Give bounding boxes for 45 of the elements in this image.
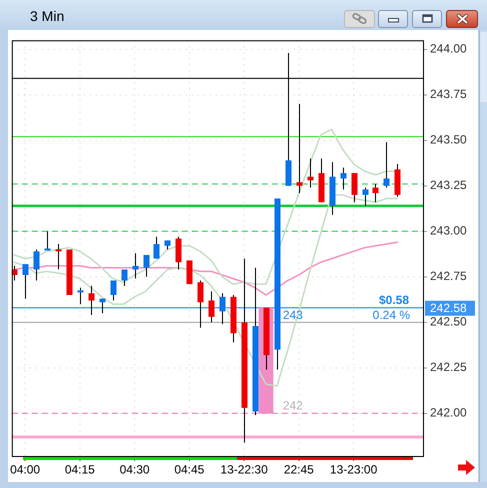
candlestick (362, 187, 368, 206)
candlestick (22, 264, 28, 300)
candlestick (176, 236, 182, 270)
y-tick-label: 242.75 (430, 269, 468, 284)
candlestick (340, 167, 346, 190)
candlestick (220, 292, 226, 325)
candlestick (56, 244, 62, 270)
candlestick (44, 230, 50, 251)
y-tick-label: 242.50 (430, 314, 468, 329)
annotation: 243 (282, 308, 304, 322)
candlestick (34, 249, 40, 281)
candlestick (208, 290, 214, 323)
y-tick-label: 243.50 (430, 132, 468, 147)
y-tick-label: 242.25 (430, 360, 468, 374)
candlestick (372, 183, 378, 203)
candlestick (154, 236, 160, 260)
x-tick-label: 13-22:30 (220, 462, 268, 477)
y-tick-label: 243.25 (430, 178, 468, 192)
candlestick (78, 287, 84, 305)
y-tick-label: 244.00 (430, 42, 468, 56)
candlestick (384, 142, 390, 188)
y-tick-label: 243.00 (430, 224, 468, 238)
ref-line-label: 242.58 (430, 301, 468, 316)
x-tick-label: 04:30 (120, 462, 150, 477)
annotation: $0.58 (378, 293, 410, 308)
x-tick-label: 04:15 (64, 462, 96, 477)
y-tick-label: 242.00 (430, 406, 468, 420)
x-tick-label: 22:45 (284, 462, 314, 477)
candlestick (198, 280, 204, 328)
x-tick-label: 13-23:00 (330, 462, 378, 477)
candlestick (122, 269, 128, 286)
candlestick (308, 158, 314, 188)
candlestick (100, 298, 106, 314)
annotation: 0.24 % (372, 308, 410, 322)
x-tick-label: 04:45 (174, 462, 205, 477)
y-tick-label: 243.75 (430, 87, 468, 102)
x-tick-label: 04:00 (10, 462, 40, 477)
candlestick (144, 254, 150, 278)
annotation: 242 (282, 398, 304, 413)
candlestick (296, 103, 302, 194)
candlestick (352, 172, 358, 203)
candlestick (132, 252, 138, 280)
candlestick (88, 285, 94, 316)
chart-title: 3 Min (30, 8, 64, 24)
candlestick (110, 280, 116, 301)
